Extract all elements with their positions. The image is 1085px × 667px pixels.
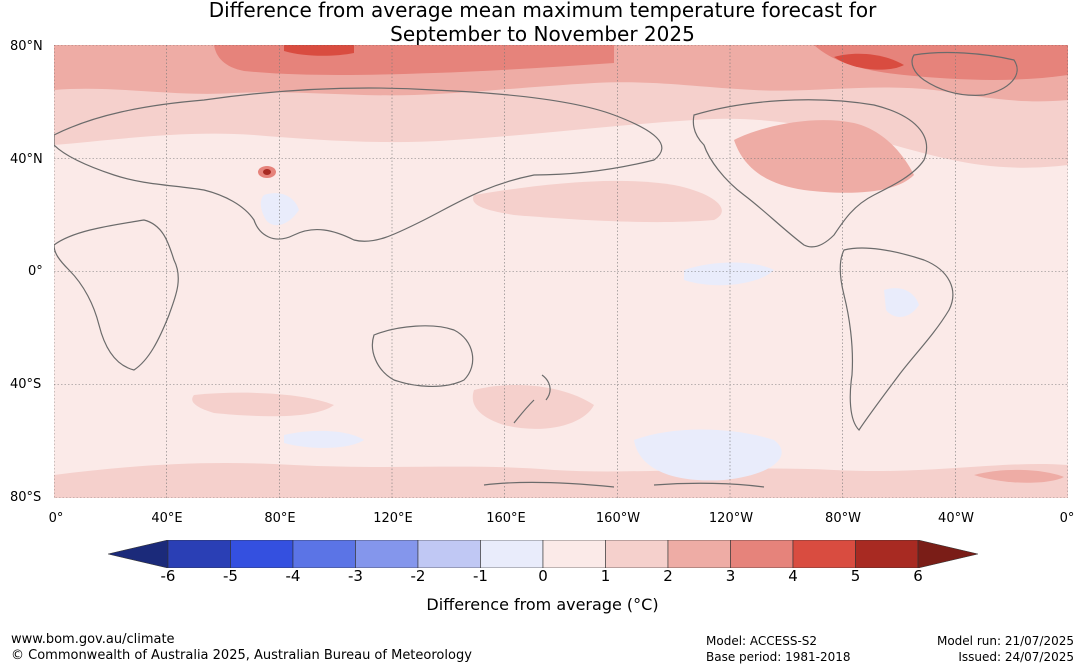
anomaly-zone-indian-1to2 [192, 392, 334, 417]
colorbar [107, 539, 979, 569]
lat-label-40s: 40°S [10, 377, 42, 392]
colorbar-tick-label: -5 [223, 567, 238, 585]
colorbar-svg [107, 539, 979, 569]
coastline-greenland [911, 51, 1018, 96]
anomaly-zone-arctic-4to5 [284, 45, 354, 56]
lon-label-40w: 40°W [938, 511, 974, 526]
lon-label-80w: 80°W [825, 511, 861, 526]
colorbar-swatch [167, 539, 231, 569]
anomaly-zone-india-cool [260, 193, 299, 226]
footer-model: Model: ACCESS-S2 [706, 634, 818, 648]
coastline-eurasia [53, 87, 663, 242]
coastline-newzealand [513, 374, 551, 424]
colorbar-swatch [792, 539, 856, 569]
colorbar-tick-label: -6 [160, 567, 176, 585]
coastline-antarctica [483, 481, 765, 488]
lat-label-80n: 80°N [10, 39, 43, 54]
colorbar-swatch [355, 539, 419, 569]
lon-label-80e: 80°E [264, 511, 296, 526]
footer-run-info: Model run: 21/07/2025 Issued: 24/07/2025 [937, 633, 1074, 665]
colorbar-tick-label: -3 [348, 567, 363, 585]
lon-label-0-right: 0° [1059, 511, 1075, 526]
footer-model-info: Model: ACCESS-S2 Base period: 1981-2018 [706, 633, 851, 665]
lon-label-160w: 160°W [595, 511, 641, 526]
footer-left: www.bom.gov.au/climate © Commonwealth of… [11, 632, 472, 664]
title-line-2: September to November 2025 [390, 22, 695, 46]
colorbar-tick-label: 4 [788, 567, 798, 585]
title-line-1: Difference from average mean maximum tem… [208, 0, 877, 22]
map-title: Difference from average mean maximum tem… [0, 0, 1085, 46]
lon-label-0-left: 0° [48, 511, 64, 526]
lon-label-120e: 120°E [373, 511, 413, 526]
forecast-map [53, 44, 1069, 499]
colorbar-swatch [292, 539, 356, 569]
colorbar-tick-label: 6 [913, 567, 923, 585]
lat-label-0: 0° [28, 264, 43, 279]
colorbar-tick-label: -4 [285, 567, 301, 585]
anomaly-zone-south-1to2 [54, 463, 1068, 498]
colorbar-swatch [542, 539, 606, 569]
coastlines [53, 51, 1018, 488]
lon-label-40e: 40°E [151, 511, 183, 526]
coastline-africa [53, 219, 179, 371]
lat-label-80s: 80°S [10, 490, 42, 505]
footer-url: www.bom.gov.au/climate [11, 632, 175, 647]
anomaly-zone-southpacific-cool [634, 429, 782, 481]
colorbar-tick-label: 3 [725, 567, 736, 585]
colorbar-swatch [730, 539, 794, 569]
footer-copyright: © Commonwealth of Australia 2025, Austra… [11, 648, 472, 663]
anomaly-hotspot-tibet-inner [263, 169, 271, 175]
colorbar-swatch [230, 539, 294, 569]
colorbar-tick-label: -1 [473, 567, 488, 585]
footer-issued: Issued: 24/07/2025 [958, 650, 1074, 664]
colorbar-swatch [605, 539, 669, 569]
colorbar-extend-high [917, 539, 979, 569]
anomaly-zone-tasman-1to2 [472, 385, 594, 429]
lon-label-160e: 160°E [486, 511, 526, 526]
anomaly-zone-southatlantic-2to3 [974, 469, 1064, 483]
lon-label-120w: 120°W [708, 511, 754, 526]
anomaly-zone-npacific-1to2 [473, 180, 722, 223]
lat-label-40n: 40°N [10, 152, 43, 167]
footer-base-period: Base period: 1981-2018 [706, 650, 851, 664]
colorbar-swatch [667, 539, 731, 569]
colorbar-label: Difference from average (°C) [426, 595, 659, 614]
colorbar-extend-low [107, 539, 169, 569]
anomaly-zone-indianocean-cool [284, 430, 364, 448]
colorbar-swatch [480, 539, 544, 569]
coastline-southamerica [839, 247, 954, 431]
anomaly-zone-eqpacific-cool [684, 262, 774, 286]
graticule [54, 45, 1068, 498]
coastline-northamerica [692, 99, 928, 248]
forecast-map-svg [53, 44, 1069, 499]
anomaly-zone-amazon-cool [884, 288, 919, 317]
colorbar-swatch [855, 539, 919, 569]
anomaly-zone-greenland-3to4 [814, 45, 1068, 80]
colorbar-tick-label: -2 [410, 567, 426, 585]
anomaly-zone-northamerica-2to3 [734, 120, 914, 193]
colorbar-tick-label: 0 [538, 567, 548, 585]
colorbar-tick-label: 2 [663, 567, 673, 585]
colorbar-swatch [417, 539, 481, 569]
colorbar-tick-label: 5 [850, 567, 861, 585]
footer-model-run: Model run: 21/07/2025 [936, 634, 1074, 648]
colorbar-tick-label: 1 [600, 567, 611, 585]
coastline-australia [371, 325, 474, 388]
anomaly-zone-canada-4to5 [834, 53, 904, 70]
